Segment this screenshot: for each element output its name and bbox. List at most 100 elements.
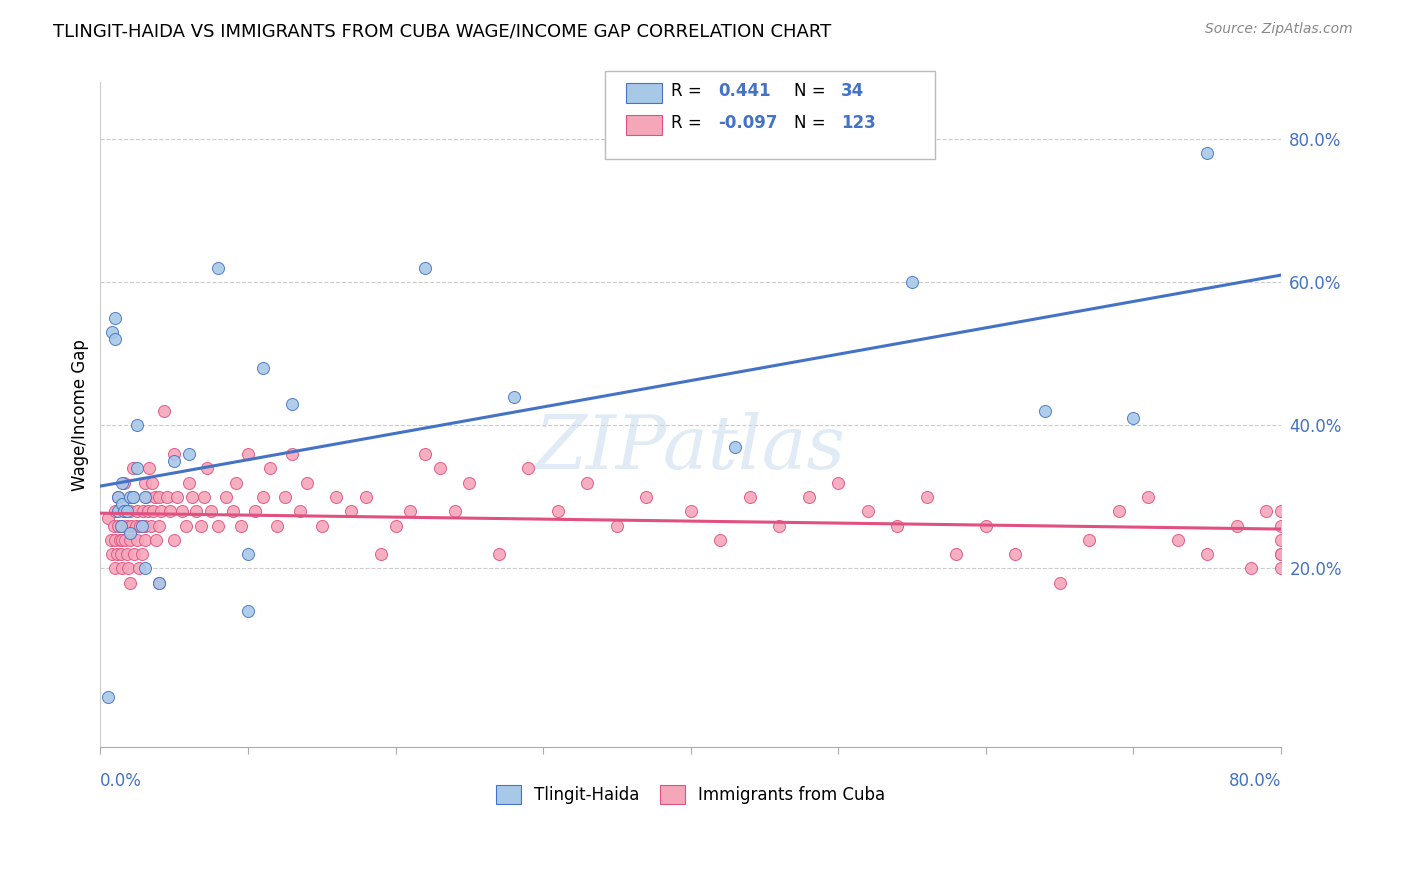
- Point: [1108, 504, 1130, 518]
- Point: [915, 490, 938, 504]
- Point: [236, 447, 259, 461]
- Point: [148, 518, 170, 533]
- Point: [104, 333, 127, 347]
- Point: [138, 461, 160, 475]
- Point: [1167, 533, 1189, 547]
- Point: [111, 497, 134, 511]
- Point: [636, 490, 658, 504]
- Point: [128, 561, 150, 575]
- Point: [108, 533, 131, 547]
- Point: [127, 418, 149, 433]
- Point: [252, 361, 274, 376]
- Point: [488, 547, 510, 561]
- Point: [111, 475, 134, 490]
- Point: [141, 475, 163, 490]
- Point: [129, 518, 152, 533]
- Point: [134, 475, 156, 490]
- Point: [101, 326, 124, 340]
- Text: R =: R =: [671, 82, 707, 100]
- Point: [180, 490, 202, 504]
- Point: [325, 490, 347, 504]
- Point: [134, 518, 156, 533]
- Point: [132, 504, 155, 518]
- Point: [112, 475, 135, 490]
- Point: [1197, 146, 1219, 161]
- Point: [274, 490, 297, 504]
- Point: [797, 490, 820, 504]
- Point: [266, 518, 288, 533]
- Point: [134, 490, 156, 504]
- Point: [139, 518, 162, 533]
- Text: TLINGIT-HAIDA VS IMMIGRANTS FROM CUBA WAGE/INCOME GAP CORRELATION CHART: TLINGIT-HAIDA VS IMMIGRANTS FROM CUBA WA…: [53, 22, 832, 40]
- Point: [115, 547, 138, 561]
- Point: [148, 490, 170, 504]
- Point: [104, 561, 127, 575]
- Point: [340, 504, 363, 518]
- Point: [110, 518, 132, 533]
- Point: [288, 504, 311, 518]
- Point: [105, 547, 128, 561]
- Point: [1270, 561, 1292, 575]
- Point: [115, 518, 138, 533]
- Point: [443, 504, 465, 518]
- Point: [236, 547, 259, 561]
- Point: [259, 461, 281, 475]
- Point: [384, 518, 406, 533]
- Point: [281, 397, 304, 411]
- Point: [112, 504, 135, 518]
- Point: [1078, 533, 1101, 547]
- Point: [724, 440, 747, 454]
- Point: [1270, 533, 1292, 547]
- Point: [215, 490, 238, 504]
- Point: [111, 518, 134, 533]
- Point: [163, 533, 186, 547]
- Point: [104, 311, 127, 326]
- Point: [827, 475, 849, 490]
- Legend: Tlingit-Haida, Immigrants from Cuba: Tlingit-Haida, Immigrants from Cuba: [488, 776, 894, 813]
- Point: [1240, 561, 1263, 575]
- Point: [121, 490, 143, 504]
- Text: 123: 123: [841, 114, 876, 132]
- Point: [117, 561, 139, 575]
- Point: [458, 475, 481, 490]
- Point: [118, 525, 141, 540]
- Point: [127, 461, 149, 475]
- Point: [856, 504, 879, 518]
- Point: [200, 504, 222, 518]
- Point: [606, 518, 628, 533]
- Point: [1270, 547, 1292, 561]
- Point: [159, 504, 181, 518]
- Point: [974, 518, 997, 533]
- Point: [370, 547, 392, 561]
- Point: [100, 533, 122, 547]
- Point: [502, 390, 524, 404]
- Point: [110, 547, 132, 561]
- Text: 0.441: 0.441: [718, 82, 770, 100]
- Point: [547, 504, 569, 518]
- Point: [101, 547, 124, 561]
- Point: [1270, 518, 1292, 533]
- Point: [156, 490, 179, 504]
- Point: [1122, 411, 1144, 425]
- Point: [145, 533, 167, 547]
- Point: [127, 504, 149, 518]
- Point: [107, 490, 129, 504]
- Point: [738, 490, 761, 504]
- Point: [114, 533, 136, 547]
- Point: [111, 561, 134, 575]
- Point: [134, 533, 156, 547]
- Point: [107, 504, 129, 518]
- Point: [97, 690, 120, 705]
- Point: [107, 490, 129, 504]
- Point: [111, 533, 134, 547]
- Point: [295, 475, 318, 490]
- Point: [195, 461, 218, 475]
- Point: [118, 575, 141, 590]
- Text: 80.0%: 80.0%: [1229, 772, 1281, 790]
- Point: [127, 533, 149, 547]
- Point: [103, 518, 125, 533]
- Text: Source: ZipAtlas.com: Source: ZipAtlas.com: [1205, 22, 1353, 37]
- Point: [142, 504, 165, 518]
- Point: [1137, 490, 1160, 504]
- Point: [124, 547, 146, 561]
